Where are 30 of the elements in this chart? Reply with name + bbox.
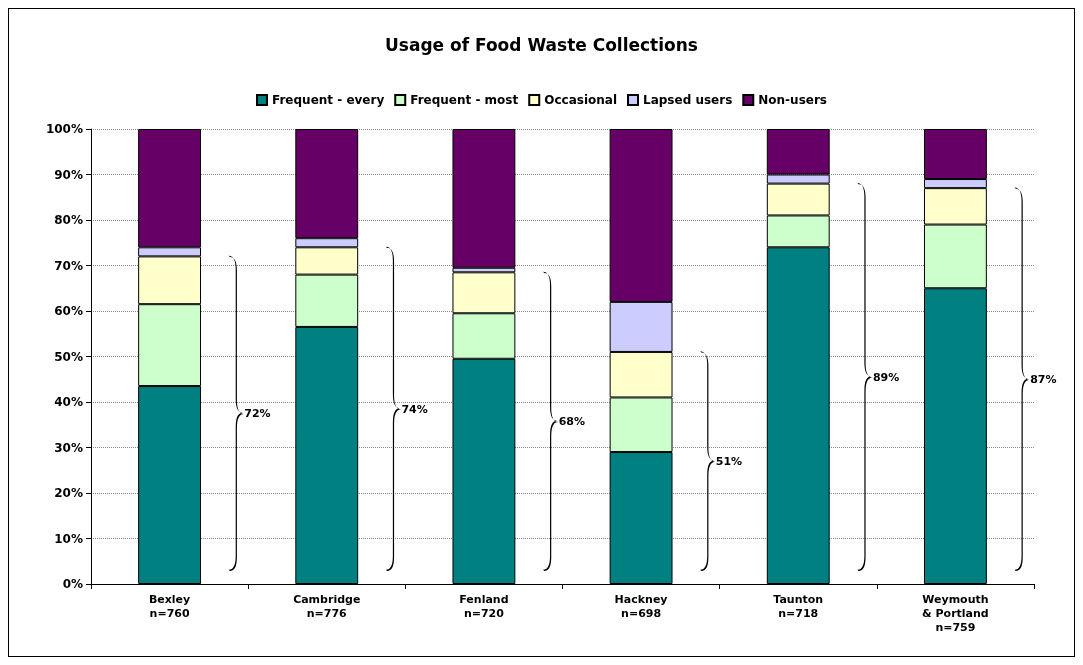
y-tick-label: 0% bbox=[62, 577, 83, 591]
x-tick-label: Cambridge n=776 bbox=[293, 592, 361, 620]
annotation: 74% bbox=[401, 402, 428, 416]
bar bbox=[452, 129, 516, 268]
y-tick-label: 10% bbox=[54, 531, 83, 546]
y-tick-label: 80% bbox=[54, 213, 83, 227]
x-tick-label: Hackney n=698 bbox=[614, 592, 668, 620]
x-tick-label: Fenland n=720 bbox=[459, 592, 509, 620]
y-tick-label: 30% bbox=[54, 440, 83, 455]
legend-label: Lapsed users bbox=[643, 93, 733, 107]
x-tick-label: Taunton n=718 bbox=[773, 592, 824, 620]
legend-label: Frequent - every bbox=[272, 93, 385, 107]
annotation: 72% bbox=[244, 407, 271, 421]
annotation: 89% bbox=[872, 370, 900, 384]
y-tick-label: 100% bbox=[45, 122, 83, 136]
y-tick-label: 70% bbox=[54, 258, 83, 273]
y-tick-label: 60% bbox=[54, 304, 83, 318]
x-tick-label: Bexley n=760 bbox=[148, 592, 191, 620]
annotation: 87% bbox=[1030, 373, 1057, 387]
legend-label: Non-users bbox=[758, 93, 827, 107]
y-tick-label: 20% bbox=[54, 486, 83, 500]
x-tick-label: Weymouth & Portland n=759 bbox=[922, 592, 989, 634]
y-tick-label: 90% bbox=[54, 167, 83, 182]
y-tick-label: 40% bbox=[54, 395, 83, 409]
legend-label: Occasional bbox=[544, 93, 618, 107]
y-tick-label: 50% bbox=[54, 349, 83, 364]
chart-title: Usage of Food Waste Collections bbox=[385, 34, 698, 55]
annotation: 51% bbox=[715, 455, 743, 469]
annotation: 68% bbox=[558, 415, 585, 429]
legend-label: Frequent - most bbox=[410, 93, 519, 107]
